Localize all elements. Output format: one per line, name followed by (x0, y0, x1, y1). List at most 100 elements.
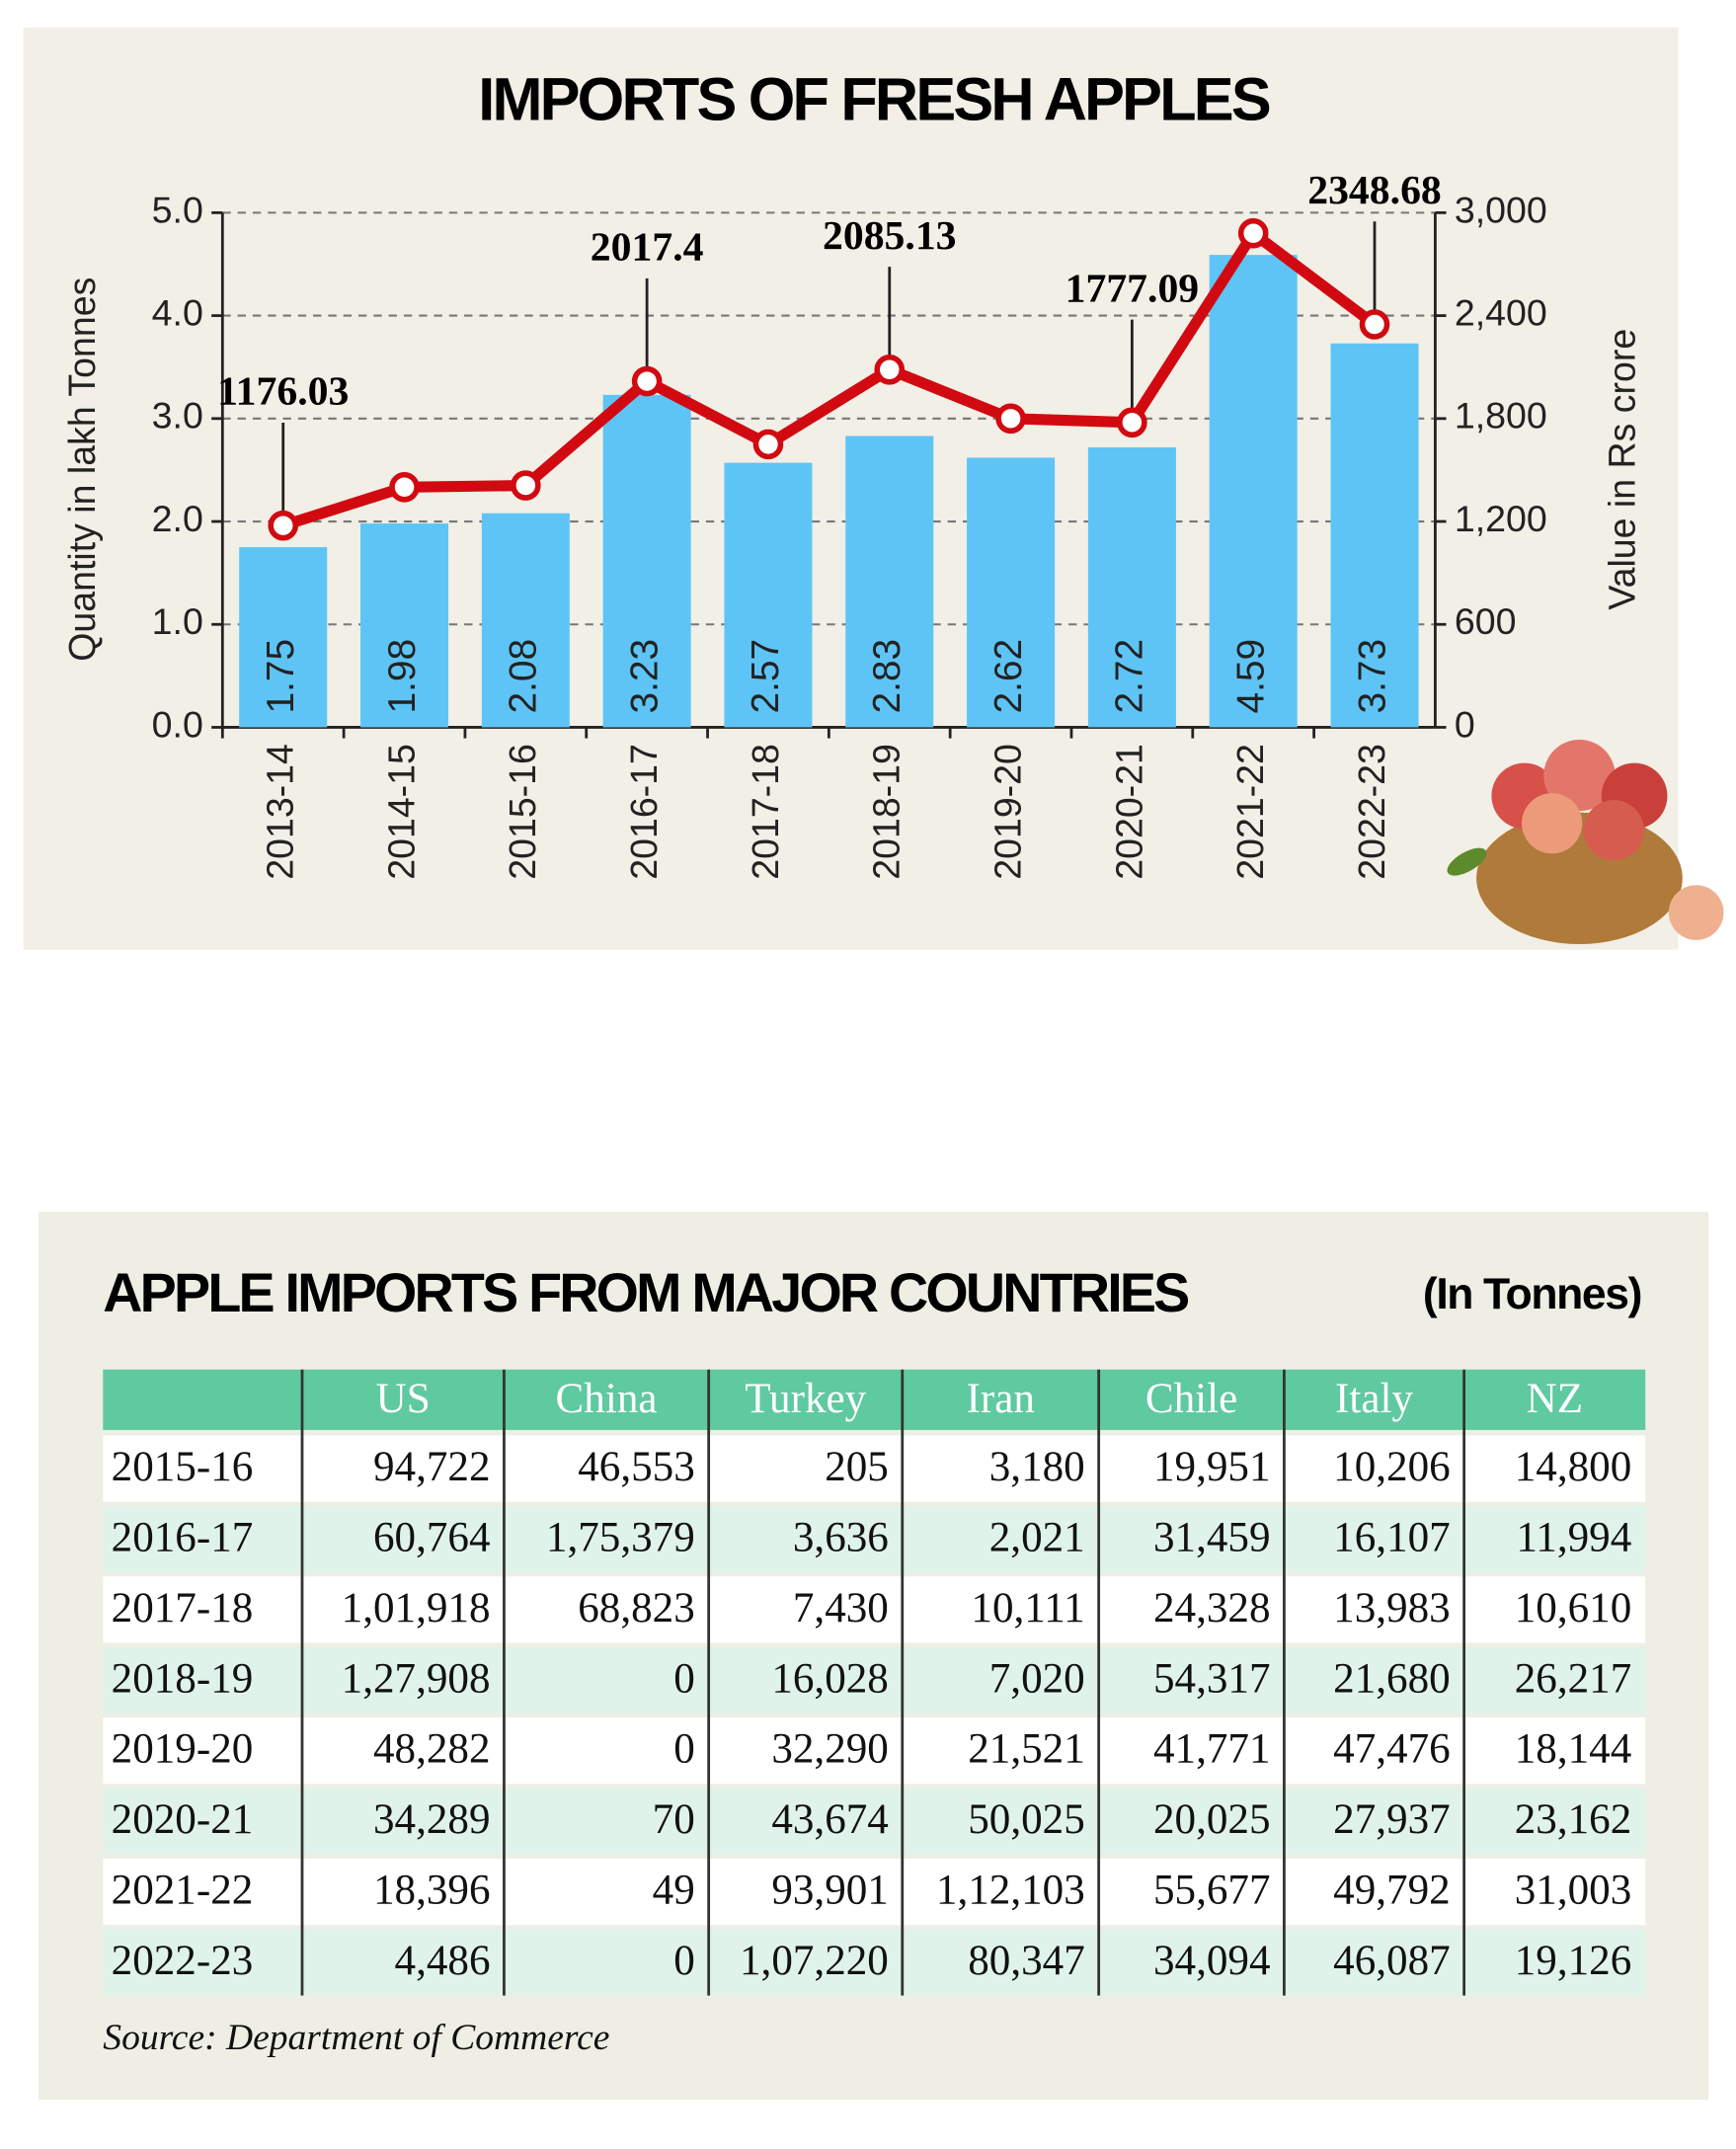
line-marker (511, 470, 541, 501)
y-tick-label: 3.0 (152, 395, 203, 437)
table-cell: 31,459 (1153, 1514, 1271, 1560)
line-marker (1237, 217, 1269, 249)
line-marker (1359, 309, 1390, 340)
y2-tick-label: 3,000 (1455, 189, 1547, 230)
table-unit: (In Tonnes) (1423, 1270, 1641, 1318)
table-cell: 46,087 (1333, 1938, 1451, 1984)
line-marker (268, 510, 299, 541)
table-cell: 68,823 (578, 1585, 695, 1632)
column-header: NZ (1527, 1376, 1583, 1422)
table-cell: 205 (825, 1444, 889, 1490)
x-tick-label: 2014-15 (380, 744, 422, 880)
table-cell: 16,028 (771, 1655, 889, 1702)
y2-tick-label: 2,400 (1455, 292, 1547, 334)
bar-value-label: 2.08 (503, 639, 545, 714)
bar-value-label: 2.72 (1109, 639, 1151, 714)
x-tick-label: 2018-19 (866, 744, 907, 880)
row-label: 2018-19 (112, 1655, 254, 1702)
bar-value-label: 2.83 (866, 639, 908, 714)
table-cell: 10,111 (971, 1585, 1084, 1632)
table-cell: 23,162 (1515, 1796, 1632, 1843)
bar-value-label: 3.23 (623, 639, 666, 714)
table-cell: 0 (673, 1655, 695, 1702)
y2-axis-title: Value in Rs crore (1601, 329, 1642, 610)
table-cell: 1,07,220 (740, 1938, 889, 1984)
y-tick-label: 1.0 (152, 600, 203, 642)
bar (724, 462, 813, 728)
table-cell: 43,674 (771, 1796, 889, 1843)
bar-value-label: 3.73 (1351, 639, 1393, 714)
bar (481, 513, 570, 728)
table-cell: 7,430 (793, 1585, 889, 1632)
x-tick-label: 2019-20 (986, 744, 1028, 880)
table-cell: 1,12,103 (936, 1868, 1085, 1914)
table-cell: 27,937 (1333, 1796, 1451, 1843)
bar (967, 457, 1056, 728)
table-cell: 48,282 (373, 1726, 491, 1773)
row-label: 2015-16 (112, 1444, 254, 1490)
line-marker (631, 365, 663, 397)
table-cell: 10,206 (1333, 1444, 1451, 1490)
table-cell: 34,289 (373, 1796, 491, 1843)
column-header: Turkey (745, 1376, 866, 1422)
line-value-label: 2348.68 (1307, 168, 1442, 213)
table-cell: 16,107 (1333, 1514, 1451, 1560)
table-row (103, 1576, 1646, 1643)
x-tick-label: 2013-14 (260, 744, 301, 880)
y-tick-label: 0.0 (152, 703, 203, 745)
table-cell: 18,396 (373, 1868, 491, 1914)
table-cell: 0 (673, 1726, 695, 1773)
bar (239, 547, 328, 728)
table-cell: 18,144 (1515, 1726, 1632, 1773)
row-label: 2022-23 (112, 1938, 254, 1984)
column-header: Chile (1145, 1376, 1237, 1422)
bar-value-label: 1.98 (381, 639, 424, 714)
bar (602, 394, 691, 728)
line-marker (1117, 407, 1147, 438)
line-value-label: 1176.03 (217, 369, 349, 415)
table-cell: 55,677 (1153, 1868, 1271, 1914)
line-marker (874, 354, 906, 385)
x-tick-label: 2016-17 (623, 744, 665, 880)
table-cell: 94,722 (373, 1444, 491, 1490)
x-tick-label: 2022-23 (1351, 744, 1392, 880)
table-cell: 70 (653, 1796, 695, 1843)
row-label: 2017-18 (112, 1585, 254, 1632)
line-value-label: 1777.09 (1065, 266, 1200, 311)
table-cell: 20,025 (1153, 1796, 1271, 1843)
y-tick-label: 2.0 (152, 498, 203, 539)
y-axis-title: Quantity in lakh Tonnes (61, 278, 103, 662)
apple-basket (1447, 739, 1724, 944)
line-value-label: 2085.13 (823, 213, 957, 259)
table-cell: 19,951 (1153, 1444, 1271, 1490)
line-marker (389, 471, 420, 503)
line-marker (752, 429, 784, 460)
row-label: 2019-20 (112, 1726, 254, 1773)
y2-tick-label: 1,800 (1455, 395, 1547, 437)
y2-tick-label: 600 (1455, 600, 1517, 642)
table-cell: 3,636 (793, 1514, 889, 1560)
chart-title: IMPORTS OF FRESH APPLES (478, 66, 1270, 133)
row-label: 2016-17 (112, 1514, 254, 1560)
table-row (103, 1858, 1646, 1926)
column-header: China (556, 1376, 658, 1422)
line (281, 227, 1379, 531)
line-marker (995, 403, 1026, 435)
table-title: APPLE IMPORTS FROM MAJOR COUNTRIES (103, 1262, 1188, 1323)
y-tick-label: 5.0 (152, 189, 203, 230)
table-row (103, 1929, 1646, 1996)
table-cell: 13,983 (1333, 1585, 1451, 1632)
table-cell: 26,217 (1515, 1655, 1632, 1702)
table-cell: 19,126 (1515, 1938, 1632, 1984)
table-cell: 46,553 (578, 1444, 695, 1490)
table-cell: 47,476 (1333, 1726, 1451, 1773)
bar (845, 436, 934, 728)
table-row (103, 1505, 1646, 1573)
table-cell: 11,994 (1516, 1514, 1631, 1560)
table-cell: 7,020 (989, 1655, 1085, 1702)
x-tick-label: 2020-21 (1108, 744, 1149, 880)
line-value-label: 2017.4 (591, 225, 704, 271)
bar-value-label: 2.62 (987, 639, 1030, 714)
table-cell: 32,290 (771, 1726, 889, 1773)
table-cell: 93,901 (771, 1868, 889, 1914)
